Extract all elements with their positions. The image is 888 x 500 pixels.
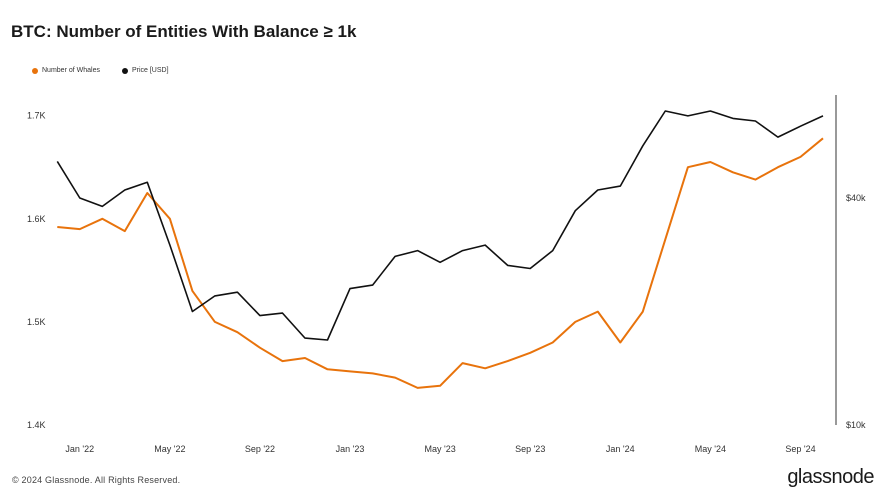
- y-axis-left: 1.4K 1.5K 1.6K 1.7K: [27, 111, 46, 430]
- x-tick-label: May '23: [425, 444, 456, 454]
- y-left-tick-label: 1.6K: [27, 214, 46, 224]
- legend-item-whales[interactable]: Number of Whales: [32, 67, 100, 74]
- x-tick-label: Jan '22: [65, 444, 94, 454]
- legend-marker-whales: [32, 67, 38, 74]
- legend-label-whales: Number of Whales: [42, 67, 100, 74]
- legend-item-price[interactable]: Price [USD]: [121, 67, 169, 74]
- legend-marker-price: [121, 67, 128, 74]
- x-axis: Jan '22 May '22 Sep '22 Jan '23 May '23 Sep '…: [65, 444, 815, 454]
- legend-label-price: Price [USD]: [131, 67, 169, 74]
- series-line-price: [56, 110, 824, 341]
- chart-title: BTC: Number of Entities With Balance ≥ 1…: [11, 22, 357, 41]
- brand-logo[interactable]: glassnode: [787, 466, 874, 488]
- x-tick-label: Jan '23: [336, 444, 365, 454]
- y-axis-right: $10k $40k: [846, 193, 866, 430]
- y-left-tick-label: 1.4K: [27, 420, 46, 430]
- series-layer: [56, 110, 824, 389]
- y-left-tick-label: 1.5K: [27, 317, 46, 327]
- x-tick-label: Sep '23: [515, 444, 545, 454]
- x-tick-label: Sep '22: [245, 444, 275, 454]
- footer-copyright: © 2024 Glassnode. All Rights Reserved.: [12, 475, 181, 485]
- x-tick-label: Sep '24: [785, 444, 815, 454]
- x-tick-label: May '22: [154, 444, 185, 454]
- y-right-tick-label: $40k: [846, 193, 866, 203]
- y-right-tick-label: $10k: [846, 420, 866, 430]
- chart-legend: Number of Whales Price [USD]: [32, 67, 169, 74]
- series-line-whales: [57, 137, 824, 389]
- x-tick-label: May '24: [695, 444, 726, 454]
- y-left-tick-label: 1.7K: [27, 111, 46, 121]
- x-tick-label: Jan '24: [606, 444, 635, 454]
